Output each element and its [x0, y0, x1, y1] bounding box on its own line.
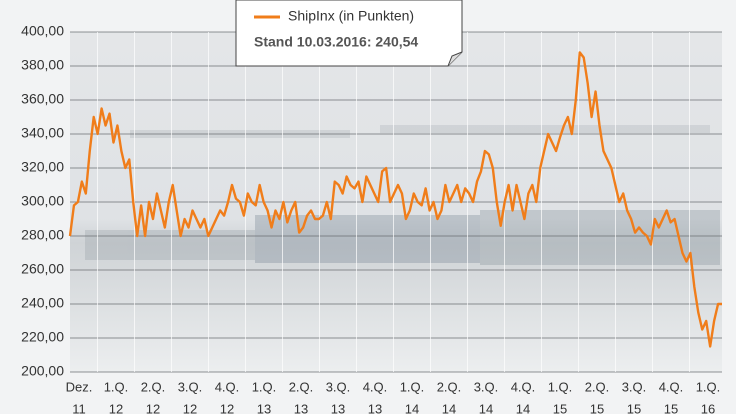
y-tick-label: 340,00	[21, 125, 64, 141]
x-tick-label: 2.Q.	[585, 379, 610, 394]
x-tick-year: 14	[405, 401, 419, 414]
x-tick-label: 2.Q.	[437, 379, 462, 394]
x-tick-label: 1.Q.	[104, 379, 129, 394]
x-tick-year: 13	[368, 401, 382, 414]
x-tick-year: 15	[553, 401, 567, 414]
y-tick-label: 320,00	[21, 159, 64, 175]
x-tick-year: 14	[516, 401, 530, 414]
x-tick-year: 12	[109, 401, 123, 414]
x-tick-label: 1.Q.	[252, 379, 277, 394]
x-tick-year: 13	[294, 401, 308, 414]
x-tick-label: 3.Q.	[326, 379, 351, 394]
x-tick-year: 12	[183, 401, 197, 414]
legend-box: ShipInx (in Punkten) Stand 10.03.2016: 2…	[235, 0, 463, 67]
annotation: Stand 10.03.2016: 240,54	[254, 34, 418, 50]
x-tick-label: 1.Q.	[548, 379, 573, 394]
x-tick-year: 12	[220, 401, 234, 414]
x-tick-label: 4.Q.	[659, 379, 684, 394]
x-tick-label: 3.Q.	[178, 379, 203, 394]
x-tick-label: Dez.	[66, 379, 93, 394]
y-tick-label: 300,00	[21, 193, 64, 209]
x-tick-year: 12	[146, 401, 160, 414]
y-tick-label: 220,00	[21, 329, 64, 345]
y-tick-label: 400,00	[21, 23, 64, 39]
x-tick-year: 16	[701, 401, 715, 414]
x-tick-label: 2.Q.	[141, 379, 166, 394]
series-line	[68, 51, 722, 348]
x-tick-year: 15	[664, 401, 678, 414]
x-tick-label: 2.Q.	[289, 379, 314, 394]
port-silhouette	[85, 125, 720, 265]
x-tick-year: 15	[627, 401, 641, 414]
x-tick-label: 1.Q.	[696, 379, 721, 394]
x-tick-year: 13	[257, 401, 271, 414]
y-tick-label: 200,00	[21, 363, 64, 379]
x-tick-label: 1.Q.	[400, 379, 425, 394]
x-tick-year: 14	[442, 401, 456, 414]
y-tick-label: 360,00	[21, 91, 64, 107]
x-tick-label: 4.Q.	[511, 379, 536, 394]
legend-label: ShipInx (in Punkten)	[288, 8, 414, 24]
y-tick-label: 240,00	[21, 295, 64, 311]
x-tick-label: 4.Q.	[363, 379, 388, 394]
y-tick-label: 260,00	[21, 261, 64, 277]
x-tick-year: 15	[590, 401, 604, 414]
y-tick-label: 280,00	[21, 227, 64, 243]
x-tick-year: 14	[479, 401, 493, 414]
x-tick-label: 3.Q.	[474, 379, 499, 394]
x-tick-label: 4.Q.	[215, 379, 240, 394]
y-tick-label: 380,00	[21, 57, 64, 73]
x-tick-year: 11	[72, 401, 86, 414]
x-tick-label: 3.Q.	[622, 379, 647, 394]
x-tick-year: 13	[331, 401, 345, 414]
